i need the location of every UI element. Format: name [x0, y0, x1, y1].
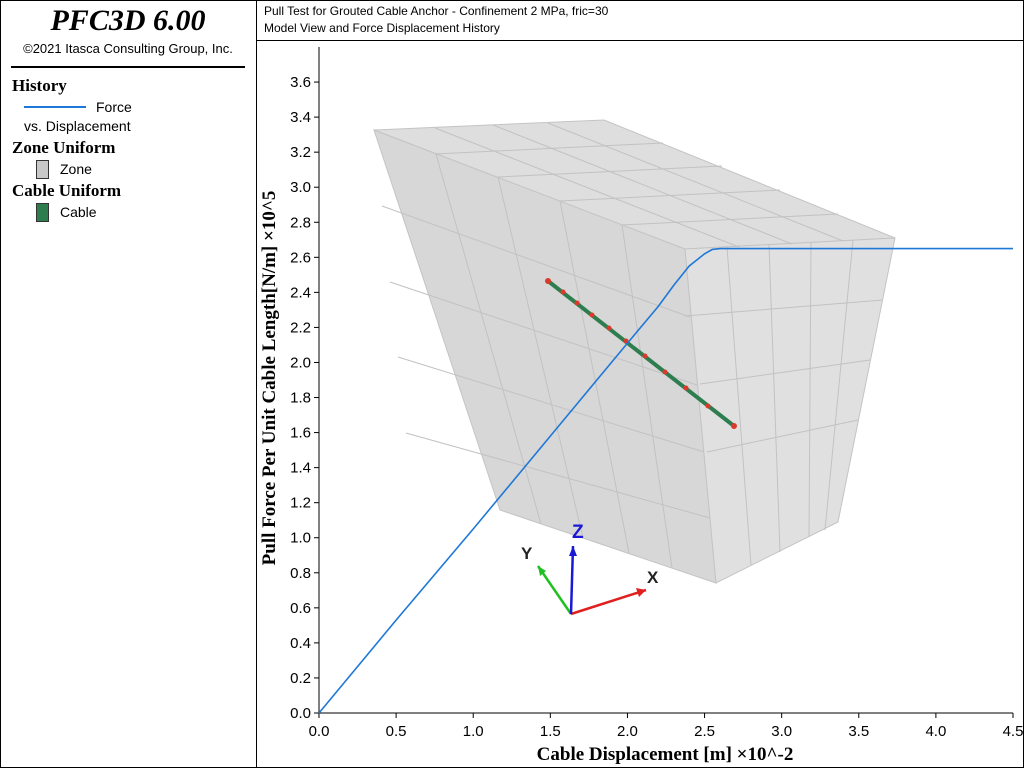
app-title: PFC3D 6.00 — [50, 4, 206, 37]
plot-title-line2: Model View and Force Displacement Histor… — [264, 21, 500, 35]
axis-y-arrow — [536, 565, 573, 615]
y-tick-label: 2.4 — [290, 284, 311, 301]
x-tick-label: 1.0 — [463, 723, 484, 740]
axis-x-head — [636, 588, 646, 597]
y-tick-label: 3.0 — [290, 179, 311, 196]
legend-zone-swatch — [36, 160, 49, 179]
axis-y-label: Y — [521, 544, 533, 563]
y-tick-label: 0.0 — [290, 705, 311, 722]
chart-axes — [318, 47, 1013, 714]
axis-y-head — [538, 566, 546, 576]
model-view: X Y Z — [373, 119, 896, 616]
plot-title-line1: Pull Test for Grouted Cable Anchor - Con… — [264, 4, 609, 18]
title-divider — [256, 40, 1024, 41]
legend-history-item-line1: Force — [96, 99, 132, 115]
x-tick-label: 2.5 — [694, 723, 715, 740]
axis-x-label: X — [647, 568, 659, 587]
y-tick-label: 2.0 — [290, 354, 311, 371]
panel-divider — [256, 0, 257, 768]
x-tick-label: 0.5 — [386, 723, 407, 740]
legend-zone-item: Zone — [60, 161, 92, 177]
y-tick-label: 0.2 — [290, 670, 311, 687]
x-tick-label: 0.0 — [309, 723, 330, 740]
cable-element — [546, 279, 736, 428]
legend-history-heading: History — [12, 76, 67, 95]
y-tick-label: 0.6 — [290, 600, 311, 617]
x-tick-label: 4.5 — [1003, 723, 1024, 740]
chart-ticks: 0.0 0.5 1.0 1.5 2.0 2.5 3.0 3.5 4.0 4.5 0.0 0.2 0.4 0… — [290, 74, 1023, 740]
y-tick-label: 2.8 — [290, 214, 311, 231]
y-tick-label: 2.6 — [290, 249, 311, 266]
y-tick-label: 1.0 — [290, 530, 311, 547]
copyright: ©2021 Itasca Consulting Group, Inc. — [23, 41, 233, 56]
x-tick-label: 3.0 — [771, 723, 792, 740]
legend-history-item-line2: vs. Displacement — [24, 118, 131, 134]
y-tick-label: 3.4 — [290, 109, 311, 126]
y-tick-label: 0.4 — [290, 635, 311, 652]
y-tick-label: 3.6 — [290, 74, 311, 91]
x-tick-label: 3.5 — [848, 723, 869, 740]
x-axis-label: Cable Displacement [m] ×10^-2 — [537, 744, 794, 765]
x-tick-label: 2.0 — [617, 723, 638, 740]
x-tick-label: 4.0 — [925, 723, 946, 740]
y-axis-label: Pull Force Per Unit Cable Length[N/m] ×1… — [259, 191, 280, 566]
legend-zone-heading: Zone Uniform — [12, 138, 116, 157]
force-displacement-line — [318, 247, 1013, 714]
y-tick-label: 0.8 — [290, 565, 311, 582]
legend-cable-heading: Cable Uniform — [12, 181, 122, 200]
axis-z-arrow — [569, 545, 575, 615]
axis-z-head — [569, 546, 577, 556]
y-tick-label: 2.2 — [290, 319, 311, 336]
legend-force-line-swatch — [24, 106, 86, 108]
legend-cable-swatch — [36, 203, 49, 222]
axis-triad: X Y Z — [521, 522, 659, 616]
y-tick-label: 3.2 — [290, 144, 311, 161]
x-tick-label: 1.5 — [540, 723, 561, 740]
y-tick-label: 1.6 — [290, 425, 311, 442]
zone-right-face — [684, 237, 896, 584]
zone-grid — [381, 122, 884, 569]
y-tick-label: 1.2 — [290, 495, 311, 512]
axis-z-label: Z — [572, 522, 584, 543]
y-tick-label: 1.8 — [290, 390, 311, 407]
legend-cable-item: Cable — [60, 204, 97, 220]
axis-x-arrow — [570, 588, 647, 616]
logo-rule — [11, 66, 245, 68]
y-tick-label: 1.4 — [290, 460, 311, 477]
